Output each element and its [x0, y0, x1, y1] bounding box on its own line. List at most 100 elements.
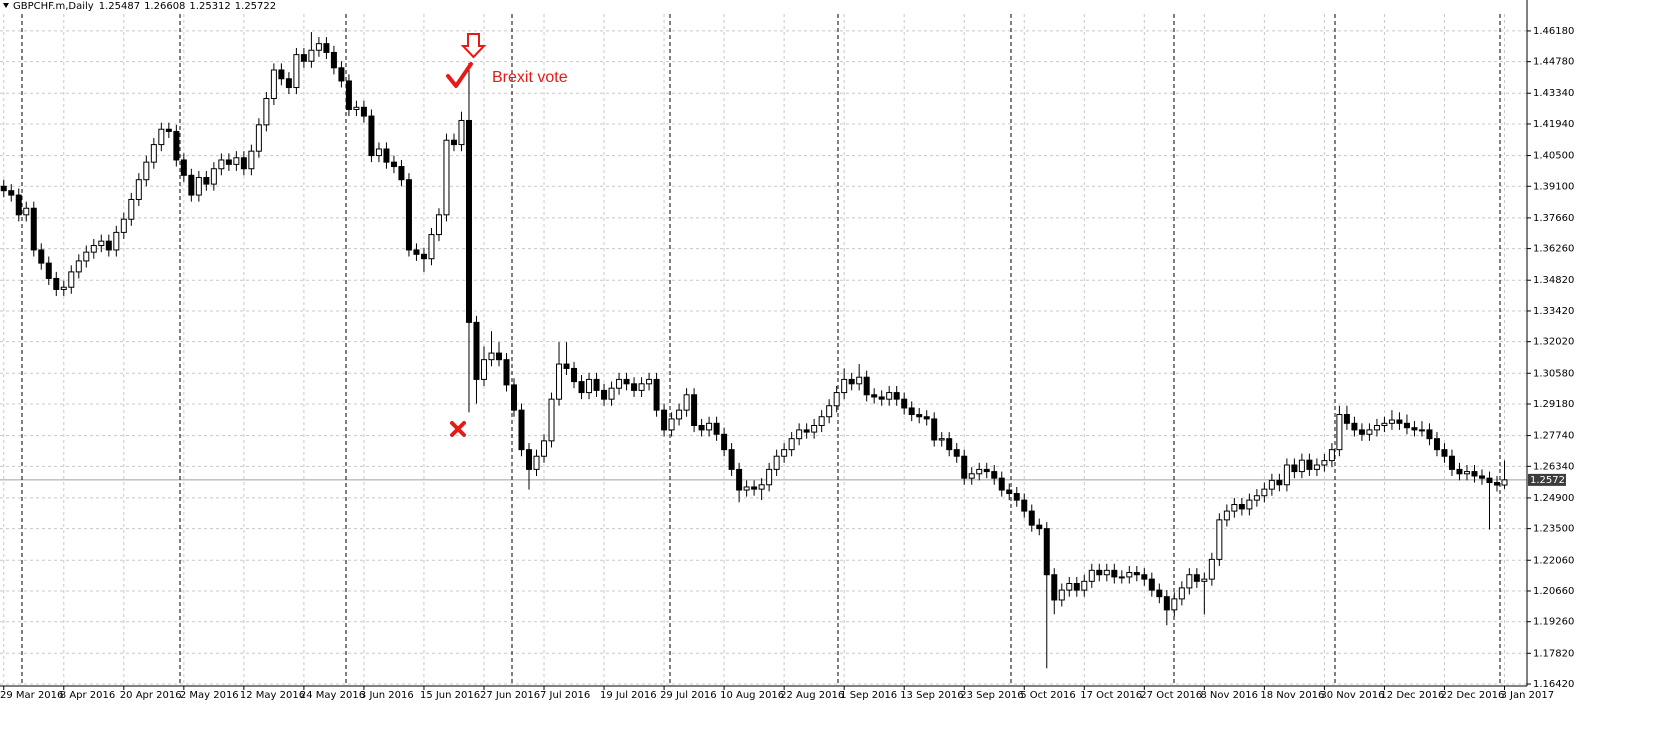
candle-body — [1351, 422, 1358, 431]
candle-body — [893, 392, 900, 400]
candle-body — [721, 433, 728, 451]
x-tick-label: 22 Dec 2016 — [1440, 690, 1504, 701]
candle-body — [300, 54, 307, 62]
candle-body — [413, 249, 420, 255]
candle-body — [1471, 471, 1478, 477]
x-tick-label: 18 Nov 2016 — [1260, 690, 1324, 701]
candle-body — [608, 387, 615, 400]
candle-body — [961, 455, 968, 479]
candle-body — [345, 80, 352, 110]
candle-body — [368, 115, 375, 157]
candle-body — [465, 119, 472, 323]
candle-body — [428, 234, 435, 260]
candle-body — [1058, 589, 1065, 601]
candle-body — [1148, 578, 1155, 591]
candle-body — [526, 449, 533, 470]
candle-body — [1478, 475, 1485, 479]
candle-body — [210, 168, 217, 185]
candle-body — [1141, 574, 1148, 580]
candle-body — [916, 414, 923, 418]
candle-body — [1343, 414, 1350, 424]
candle-body — [308, 49, 315, 62]
candle-body — [1246, 499, 1253, 510]
candle-body — [113, 231, 120, 251]
candle-body — [45, 262, 52, 279]
candle-body — [495, 352, 502, 361]
candle-body — [218, 159, 225, 170]
y-tick-label: 1.39100 — [1533, 181, 1574, 192]
candle-body — [1073, 583, 1080, 591]
candle-body — [38, 249, 45, 264]
x-tick-label: 5 Oct 2016 — [1020, 690, 1075, 701]
candle-body — [1283, 464, 1290, 486]
candle-body — [1118, 576, 1125, 579]
candle-body — [578, 381, 585, 394]
candle-body — [653, 378, 660, 411]
y-tick-label: 1.36260 — [1533, 244, 1574, 255]
x-tick-label: 29 Mar 2016 — [0, 690, 63, 701]
candle-body — [1501, 479, 1508, 486]
y-tick-label: 1.40500 — [1533, 151, 1574, 162]
candle-body — [1171, 598, 1178, 611]
x-tick-label: 19 Jul 2016 — [600, 690, 657, 701]
y-tick-label: 1.16420 — [1533, 679, 1574, 690]
candle-body — [931, 418, 938, 441]
candle-body — [195, 177, 202, 196]
candle-body — [15, 194, 22, 216]
candle-body — [1013, 493, 1020, 501]
candle-body — [1238, 504, 1245, 510]
x-tick-label: 29 Jul 2016 — [660, 690, 717, 701]
candle-body — [1186, 574, 1193, 589]
candle-body — [1081, 580, 1088, 591]
candle-body — [248, 150, 255, 170]
candle-body — [263, 98, 270, 126]
candle-body — [1006, 489, 1013, 495]
x-tick-label: 3 Jan 2017 — [1500, 690, 1554, 701]
candle-body — [150, 144, 157, 163]
candle-body — [53, 277, 60, 290]
candle-body — [511, 384, 518, 411]
candle-body — [1426, 429, 1433, 440]
last-close: 1.25722 — [235, 1, 276, 12]
candles — [0, 32, 1508, 669]
candle-body — [1111, 569, 1118, 578]
current-price-box — [1528, 473, 1566, 486]
candle-body — [480, 359, 487, 380]
last-low: 1.25312 — [189, 1, 230, 12]
candle-body — [623, 378, 630, 385]
x-tick-label: 3 Jun 2016 — [360, 690, 414, 701]
candle-body — [68, 271, 75, 288]
candle-body — [1493, 482, 1500, 486]
candle-body — [593, 378, 600, 391]
candle-body — [128, 198, 135, 220]
candle-body — [811, 425, 818, 433]
candle-body — [1328, 449, 1335, 462]
candle-body — [90, 245, 97, 253]
candle-body — [0, 185, 7, 192]
candle-body — [435, 214, 442, 236]
x-tick-label: 27 Oct 2016 — [1140, 690, 1202, 701]
candle-body — [1321, 460, 1328, 466]
candle-body — [781, 449, 788, 457]
candle-body — [668, 418, 675, 431]
candle-body — [976, 468, 983, 475]
candle-body — [1216, 519, 1223, 560]
candle-body — [571, 367, 578, 383]
candle-body — [1036, 524, 1043, 530]
candle-body — [1373, 425, 1380, 431]
candle-body — [601, 389, 608, 400]
candle-body — [135, 179, 142, 200]
x-tick-label: 22 Aug 2016 — [780, 690, 844, 701]
y-tick-label: 1.43340 — [1533, 88, 1574, 99]
candle-body — [646, 378, 653, 385]
candle-body — [1066, 583, 1073, 591]
candle-body — [518, 409, 525, 451]
candle-body — [383, 148, 390, 163]
candle-body — [270, 69, 277, 100]
candle-body — [1231, 504, 1238, 512]
y-tick-label: 1.22060 — [1533, 555, 1574, 566]
candle-body — [766, 468, 773, 486]
